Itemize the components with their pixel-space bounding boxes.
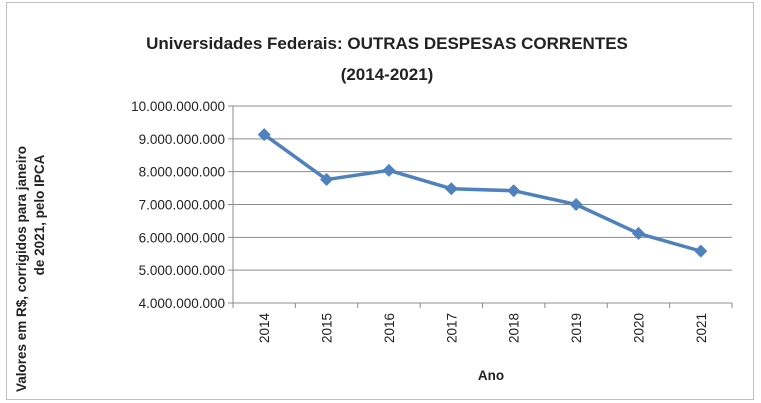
data-point-marker xyxy=(694,244,708,258)
x-tick-label: 2017 xyxy=(444,313,459,343)
x-tick-label: 2021 xyxy=(694,313,709,343)
data-point-marker xyxy=(444,182,458,196)
y-tick-label: 9.000.000.000 xyxy=(139,132,225,147)
x-tick-label: 2018 xyxy=(507,313,522,343)
y-axis-title-line-1: Valores em R$, corrigidos para janeiro xyxy=(14,146,29,392)
x-tick-label: 2015 xyxy=(320,313,335,343)
x-tick-label: 2016 xyxy=(382,313,397,343)
x-tick-label: 2014 xyxy=(257,313,272,344)
data-point-marker xyxy=(569,198,583,211)
line-chart: Universidades Federais: OUTRAS DESPESAS … xyxy=(14,34,733,392)
chart-frame: Universidades Federais: OUTRAS DESPESAS … xyxy=(6,2,754,400)
data-point-marker xyxy=(507,184,521,198)
x-tick-label: 2019 xyxy=(569,313,584,343)
y-tick-label: 5.000.000.000 xyxy=(139,263,225,278)
data-point-marker xyxy=(320,173,334,187)
y-tick-label: 10.000.000.000 xyxy=(131,99,225,114)
x-axis-ticks: 2014 2015 2016 2017 2018 2019 2020 2021 xyxy=(232,303,733,344)
series-outras-despesas xyxy=(257,128,708,258)
data-point-marker xyxy=(382,163,396,177)
y-axis-title-line-2: de 2021, pelo IPCA xyxy=(32,154,47,275)
y-tick-label: 7.000.000.000 xyxy=(139,198,225,213)
x-tick-label: 2020 xyxy=(631,313,646,343)
series-line xyxy=(263,133,702,253)
chart-title-line-2: (2014-2021) xyxy=(341,65,434,84)
data-point-marker xyxy=(257,128,271,142)
y-tick-label: 8.000.000.000 xyxy=(139,165,225,180)
y-tick-label: 4.000.000.000 xyxy=(139,296,225,311)
x-axis-title: Ano xyxy=(478,368,504,383)
y-axis-ticks: 4.000.000.000 5.000.000.000 6.000.000.000 7… xyxy=(131,99,233,311)
chart-title-line-1: Universidades Federais: OUTRAS DESPESAS … xyxy=(146,34,628,53)
y-tick-label: 6.000.000.000 xyxy=(139,230,225,245)
data-point-marker xyxy=(631,226,645,240)
